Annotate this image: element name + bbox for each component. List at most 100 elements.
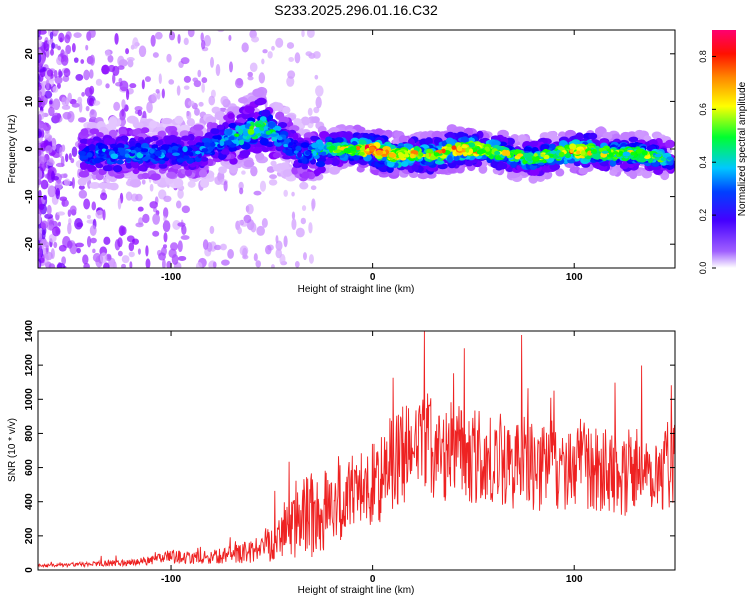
spectrogram-cell	[253, 190, 262, 196]
spectrogram-cell	[52, 98, 61, 111]
spectrogram-cell	[47, 39, 53, 45]
spectrogram-cell	[272, 125, 282, 132]
spectrogram-cell	[295, 227, 305, 238]
spectrogram-cell	[103, 262, 110, 268]
spectrogram-cell	[118, 147, 126, 154]
spectrogram-cell	[166, 53, 172, 63]
spectrogram-cell	[146, 101, 153, 114]
spectrogram-cell	[410, 150, 419, 155]
spectrogram-cell	[102, 209, 106, 221]
spectrogram-cell	[92, 252, 102, 263]
spectrogram-cell	[228, 122, 237, 129]
spectrogram-cell	[424, 137, 433, 146]
spectrogram-cell	[121, 255, 130, 264]
spectrogram-cell	[46, 159, 55, 167]
spectrogram-cell	[41, 229, 46, 240]
spectrogram-cell	[418, 152, 424, 157]
spectrogram-cell	[409, 153, 415, 159]
spectrogram-cell	[388, 153, 397, 158]
spectrogram-cell	[99, 252, 108, 264]
spectrogram-cell	[330, 157, 340, 167]
spectrogram-cell	[83, 262, 90, 268]
spectrogram-cell	[425, 152, 430, 158]
spectrogram-cell	[238, 181, 244, 190]
spectrogram-cell	[117, 65, 125, 70]
spectrogram-cell	[168, 31, 176, 41]
spectrogram-cell	[105, 83, 110, 89]
spectrogram-cell	[129, 261, 133, 268]
spectrogram-cell	[117, 250, 123, 257]
spectrogram-cell	[275, 37, 284, 48]
spectrogram-cell	[49, 31, 54, 40]
spectrogram-cell	[161, 88, 165, 99]
spectrogram-cell	[152, 230, 160, 237]
spectrogram-cell	[526, 156, 534, 161]
spectrogram-cell	[295, 145, 302, 152]
spectrogram-cell	[152, 52, 159, 58]
spectrogram-cell	[118, 225, 126, 237]
spectrogram-cell	[238, 97, 249, 104]
spectrogram-cell	[272, 164, 281, 172]
spectrogram-cell	[592, 149, 597, 153]
spectrogram-cell	[310, 185, 317, 191]
spectrogram-cell	[238, 128, 244, 135]
spectrogram-cell	[167, 134, 178, 143]
colorbar-tick-label: 0.2	[698, 209, 708, 222]
spectrogram-cell	[208, 95, 216, 106]
spectrogram-cell	[108, 260, 116, 268]
spectrogram-cell	[136, 152, 144, 159]
spectrogram-cell	[130, 149, 137, 154]
spectrogram-cell	[110, 153, 119, 159]
spectrogram-cell	[100, 144, 109, 151]
spectrogram-cell	[103, 236, 111, 246]
spectrogram-cell	[78, 185, 85, 190]
spectrogram-cell	[513, 149, 522, 155]
spectrogram-cell	[67, 209, 72, 217]
spectrogram-cell	[259, 116, 267, 122]
spectrogram-cell	[132, 37, 139, 49]
spectrogram-cell	[186, 118, 196, 127]
spectrogram-cell	[301, 205, 307, 211]
spectrogram-cell	[667, 156, 674, 161]
spectrogram-cell	[212, 261, 217, 268]
spectrogram-cell	[152, 213, 160, 225]
spectrogram-cell	[210, 56, 214, 68]
spectrogram-cell	[141, 172, 150, 180]
spectrogram-cell	[83, 69, 90, 81]
spectrogram-cell	[104, 150, 109, 155]
spectrogram-cell	[244, 105, 255, 114]
spectrogram-cell	[55, 187, 61, 200]
spectrogram-cell	[176, 85, 181, 96]
spectrogram-cell	[221, 259, 230, 266]
spectrogram-cell	[308, 162, 318, 169]
spectrogram-cell	[219, 140, 225, 147]
spectrogram-cell	[46, 223, 55, 231]
spectrogram-cell	[301, 163, 309, 170]
spectrogram-cell	[53, 70, 58, 79]
spectrogram-cell	[89, 69, 94, 79]
spectrogram-cell	[234, 78, 244, 89]
spectrogram-cell	[116, 159, 124, 165]
spectrogram-cell	[301, 30, 305, 38]
spectrogram-cell	[154, 31, 163, 40]
spectrogram-cell	[137, 248, 141, 255]
x-tick-label: 100	[566, 574, 583, 585]
spectrogram-cell	[163, 232, 168, 243]
spectrogram-cell	[179, 124, 191, 133]
spectrogram-cell	[172, 152, 181, 156]
spectrogram-cell	[189, 151, 194, 157]
spectrogram-cell	[225, 139, 233, 146]
spectrogram-cell	[215, 64, 221, 77]
spectrogram-cell	[45, 145, 53, 154]
spectrogram-cell	[63, 178, 71, 187]
spectrogram-cell	[268, 179, 278, 186]
spectrogram-cell	[125, 157, 132, 163]
spectrogram-cell	[157, 130, 166, 137]
y-tick-label: 1400	[24, 319, 35, 342]
spectrogram-cell	[125, 48, 130, 55]
spectrogram-cell	[255, 260, 262, 268]
spectrogram-cell	[103, 137, 111, 145]
spectrogram-cell	[200, 178, 210, 189]
spectrogram-cell	[177, 33, 181, 44]
spectrogram-cell	[291, 166, 299, 175]
